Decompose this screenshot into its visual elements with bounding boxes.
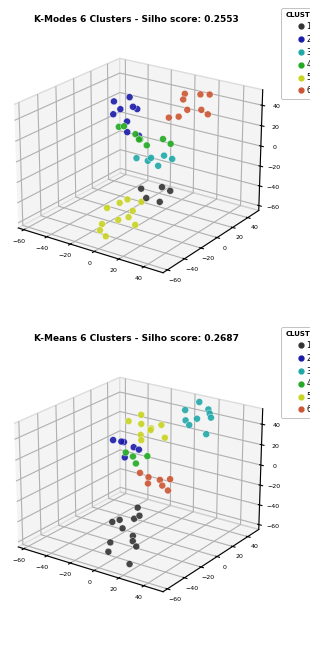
Title: K-Modes 6 Clusters - Silho score: 0.2553: K-Modes 6 Clusters - Silho score: 0.2553 [34,15,239,24]
Legend: 1, 2, 3, 4, 5, 6: 1, 2, 3, 4, 5, 6 [281,8,310,99]
Legend: 1, 2, 3, 4, 5, 6: 1, 2, 3, 4, 5, 6 [281,327,310,418]
Title: K-Means 6 Clusters - Silho score: 0.2687: K-Means 6 Clusters - Silho score: 0.2687 [34,334,239,343]
